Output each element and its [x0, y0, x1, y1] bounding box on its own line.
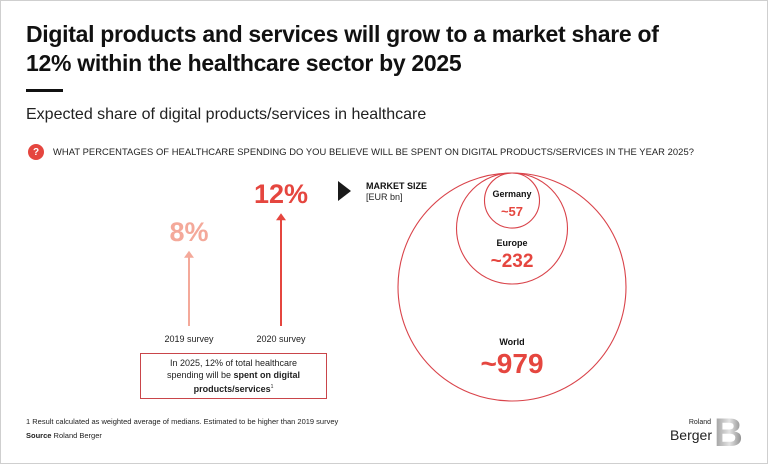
region-name-label: Germany: [492, 189, 531, 199]
chart-subtitle: Expected share of digital products/servi…: [26, 106, 427, 123]
logo-b-mark: B: [714, 411, 743, 455]
market-size-title: MARKET SIZE: [366, 181, 428, 191]
survey-question: WHAT PERCENTAGES OF HEALTHCARE SPENDING …: [53, 146, 694, 157]
page-title: Digital products and services will grow …: [26, 21, 659, 76]
logo-text-small: Roland: [688, 419, 711, 426]
region-name-label: World: [499, 337, 524, 347]
survey-category-label: 2020 survey: [256, 334, 306, 344]
question-mark-icon: ?: [28, 144, 44, 160]
market-size-circles: Germany ~57 Europe ~232 World~979: [397, 172, 627, 402]
region-value-label: ~57: [501, 204, 523, 219]
question-glyph: ?: [32, 146, 40, 158]
footnote-marker: 1: [270, 384, 274, 390]
source-value: Roland Berger: [53, 431, 102, 440]
source-line: Source Roland Berger: [26, 431, 102, 440]
region-value-label: ~979: [480, 348, 543, 379]
arrow-head-icon: [276, 213, 286, 221]
callout-box: In 2025, 12% of total healthcare spendin…: [140, 353, 327, 399]
survey-value-label: 12%: [254, 179, 308, 209]
triangle-right-icon: [338, 181, 351, 201]
arrow-head-icon: [184, 250, 194, 258]
footnote: 1 Result calculated as weighted average …: [26, 417, 339, 426]
callout-text-bold: spent on digital products/services: [193, 370, 301, 394]
region-name-label: Europe: [496, 238, 527, 248]
survey-category-label: 2019 survey: [164, 334, 214, 344]
market-circle-germany: [483, 172, 541, 229]
logo-text-big: Berger: [669, 427, 712, 443]
title-divider: [26, 89, 63, 92]
roland-berger-logo: Roland Berger B: [669, 411, 744, 455]
callout-text: In 2025, 12% of total healthcare spendin…: [151, 357, 316, 395]
region-value-label: ~232: [491, 251, 534, 272]
survey-value-label: 8%: [169, 217, 208, 247]
survey-arrows: 8% 12%: [169, 179, 308, 326]
market-size-unit: [EUR bn]: [366, 192, 403, 202]
source-label: Source: [26, 431, 52, 440]
callout-text-plain: In 2025, 12% of total healthcare spendin…: [166, 358, 298, 380]
